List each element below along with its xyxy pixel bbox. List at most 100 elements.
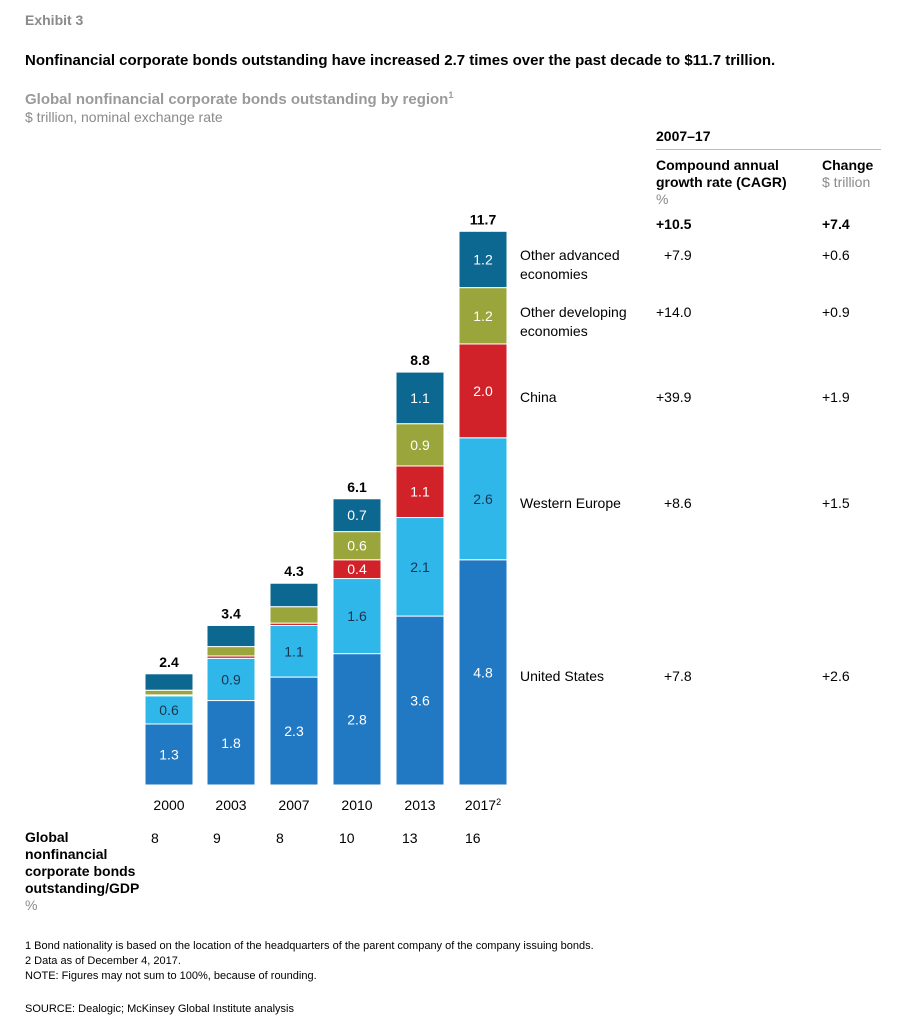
bar-segment: [269, 606, 319, 624]
bar-segment: [395, 423, 445, 467]
total-label: 6.1: [347, 479, 367, 495]
region-cagr: +8.6: [664, 495, 692, 511]
segment-label: 2.0: [473, 383, 493, 399]
region-change: +1.5: [822, 495, 850, 511]
footnote-1: 1 Bond nationality is based on the locat…: [25, 940, 594, 952]
segment-label: 4.8: [473, 664, 493, 680]
total-label: 2.4: [159, 654, 179, 670]
segment-label: 1.2: [473, 251, 493, 267]
region-label: Western Europe: [520, 495, 621, 511]
segment-label: 1.1: [410, 390, 430, 406]
gdp-value: 9: [213, 830, 221, 846]
gdp-value: 16: [465, 830, 481, 846]
cagr-header-text: Compound annual growth rate (CAGR): [656, 157, 787, 190]
gdp-label-text: Global nonfinancial corporate bonds outs…: [25, 829, 140, 896]
chart-title-footnote: 1: [448, 90, 454, 100]
gdp-value: 13: [402, 830, 418, 846]
segment-label: 1.1: [284, 643, 304, 659]
segment-label: 2.6: [473, 491, 493, 507]
segment-label: 0.6: [159, 702, 179, 718]
bar-segment: [395, 517, 445, 617]
bar-segment: [395, 465, 445, 519]
gdp-row-label: Global nonfinancial corporate bonds outs…: [25, 829, 141, 914]
region-label: China: [520, 389, 557, 405]
bar-segment: [458, 437, 508, 561]
x-tick-label: 2010: [341, 797, 372, 813]
region-label: United States: [520, 668, 605, 684]
x-tick-label: 2000: [153, 797, 184, 813]
bar-segment: [395, 371, 445, 425]
x-tick-label: 2007: [278, 797, 309, 813]
bar-segment: [144, 689, 194, 696]
bar-segment: [144, 673, 194, 691]
segment-label: 2.1: [410, 559, 430, 575]
bar-segment: [332, 498, 382, 533]
total-change: +7.4: [822, 216, 850, 232]
segment-label: 0.7: [347, 507, 367, 523]
bar-segment: [458, 230, 508, 289]
gdp-value: 8: [276, 830, 284, 846]
bar-segment: [458, 287, 508, 345]
segment-label: 1.3: [159, 747, 179, 763]
gdp-value: 8: [151, 830, 159, 846]
x-tick-label: 20172: [465, 797, 501, 813]
segment-label: 0.9: [410, 437, 430, 453]
total-label: 3.4: [221, 605, 241, 621]
chart-subtitle: $ trillion, nominal exchange rate: [25, 109, 223, 125]
bar-segment: [206, 624, 256, 648]
chart-title: Global nonfinancial corporate bonds outs…: [25, 90, 453, 108]
region-label: Other developing economies: [520, 304, 627, 339]
cagr-header: Compound annual growth rate (CAGR)%: [656, 157, 816, 208]
bar-segment: [206, 700, 256, 786]
period-header: 2007–17: [656, 128, 711, 144]
x-tick-label: 2003: [215, 797, 246, 813]
bar-segment: [458, 559, 508, 786]
bar-segment: [269, 582, 319, 608]
bar-segment: [332, 653, 382, 786]
segment-label: 2.8: [347, 711, 367, 727]
segment-label: 1.6: [347, 608, 367, 624]
segment-label: 1.8: [221, 735, 241, 751]
exhibit-label: Exhibit 3: [25, 12, 84, 28]
bar-segment: [206, 646, 256, 657]
bar-segment: [144, 723, 194, 786]
segment-label: 1.1: [410, 484, 430, 500]
source: SOURCE: Dealogic; McKinsey Global Instit…: [25, 1003, 294, 1015]
region-change: +0.9: [822, 304, 850, 320]
total-cagr: +10.5: [656, 216, 692, 232]
region-cagr: +7.8: [664, 668, 692, 684]
gdp-unit: %: [25, 897, 38, 913]
total-label: 4.3: [284, 563, 304, 579]
change-unit: $ trillion: [822, 174, 871, 190]
headline: Nonfinancial corporate bonds outstanding…: [25, 52, 776, 69]
total-label: 8.8: [410, 352, 430, 368]
region-change: +2.6: [822, 668, 850, 684]
tick-footnote: 2: [496, 797, 501, 807]
cagr-unit: %: [656, 191, 669, 207]
header-divider: [656, 149, 881, 150]
bar-segment: [144, 695, 194, 725]
total-label: 11.7: [470, 211, 497, 227]
x-tick-label: 2013: [404, 797, 435, 813]
footnote-2: 2 Data as of December 4, 2017.: [25, 955, 181, 967]
segment-label: 0.9: [221, 671, 241, 687]
bar-segment: [269, 624, 319, 678]
region-change: +1.9: [822, 389, 850, 405]
bar-segment: [395, 615, 445, 786]
segment-label: 0.6: [347, 538, 367, 554]
change-header: Change $ trillion: [822, 157, 873, 191]
region-cagr: +14.0: [656, 304, 692, 320]
bar-segment: [269, 676, 319, 786]
region-cagr: +39.9: [656, 389, 692, 405]
bar-segment: [458, 343, 508, 439]
region-label: Other advanced economies: [520, 247, 620, 282]
note: NOTE: Figures may not sum to 100%, becau…: [25, 970, 317, 982]
chart-title-text: Global nonfinancial corporate bonds outs…: [25, 91, 449, 108]
segment-label: 2.3: [284, 723, 304, 739]
change-header-text: Change: [822, 157, 874, 173]
segment-label: 3.6: [410, 693, 430, 709]
segment-label: 0.4: [347, 561, 367, 577]
gdp-value: 10: [339, 830, 355, 846]
